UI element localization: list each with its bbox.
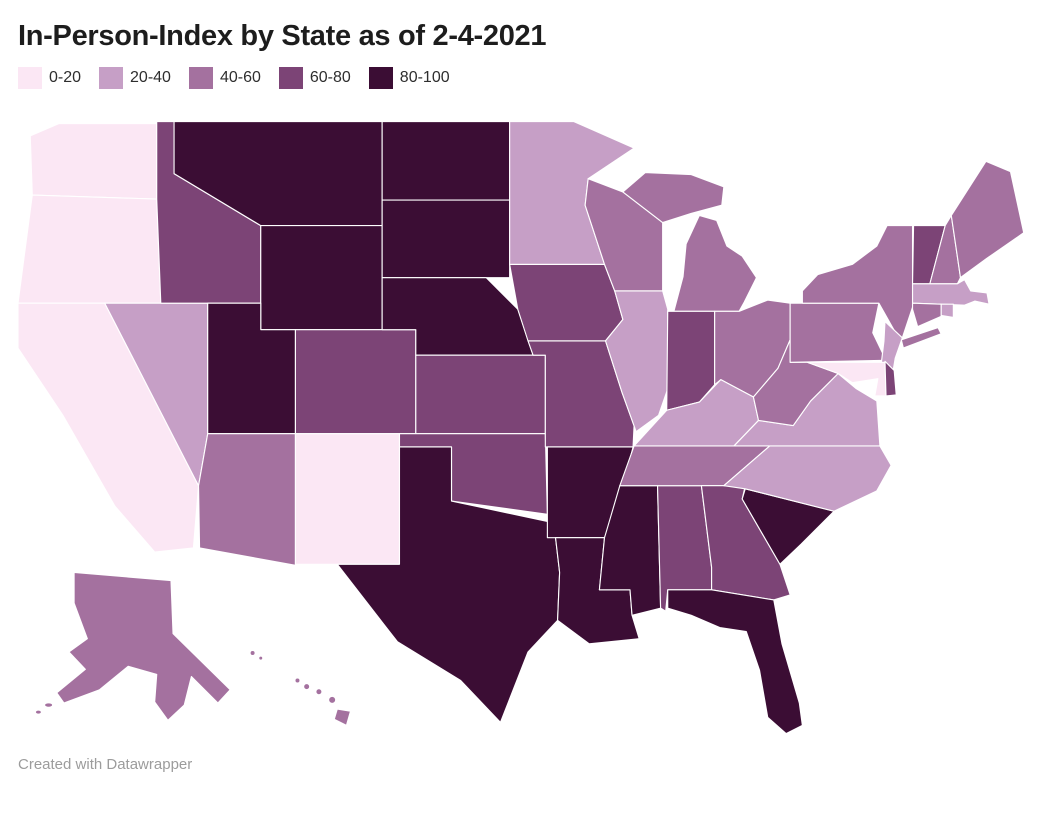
state-michigan[interactable]: [622, 172, 758, 312]
footer-credit-text: Created with: [18, 756, 107, 773]
state-south-dakota[interactable]: [381, 199, 511, 279]
state-north-carolina[interactable]: [723, 445, 892, 512]
legend-label-80-100: 80-100: [399, 69, 450, 86]
map-container: [18, 93, 1038, 754]
footer: Created with Datawrapper: [18, 756, 1038, 773]
legend-swatch-40-60: [188, 67, 213, 89]
legend-item-0-20: 0-20: [18, 67, 81, 89]
legend-swatch-0-20: [18, 67, 42, 89]
state-colorado[interactable]: [294, 329, 417, 435]
us-choropleth-map: [18, 121, 1025, 735]
page-title: In-Person-Index by State as of 2-4-2021: [18, 20, 547, 52]
state-new-hampshire[interactable]: [929, 214, 962, 285]
legend-swatch-60-80: [278, 67, 303, 89]
state-washington[interactable]: [29, 123, 158, 200]
legend-label-60-80: 60-80: [309, 69, 351, 86]
state-rhode-island[interactable]: [940, 303, 954, 318]
state-maine[interactable]: [950, 160, 1025, 279]
datawrapper-link[interactable]: Datawrapper: [106, 756, 193, 773]
legend-item-40-60: 40-60: [188, 67, 261, 89]
legend-label-20-40: 20-40: [130, 69, 171, 86]
state-florida[interactable]: [667, 589, 803, 735]
legend-swatch-80-100: [368, 67, 393, 89]
state-north-dakota[interactable]: [381, 121, 511, 201]
state-oregon[interactable]: [18, 194, 162, 304]
legend-label-40-60: 40-60: [219, 69, 261, 86]
legend: 0-20 20-40 40-60 60-80 80-100: [18, 67, 1038, 89]
state-texas[interactable]: [336, 446, 561, 723]
legend-item-60-80: 60-80: [278, 67, 351, 89]
legend-item-80-100: 80-100: [368, 67, 450, 89]
state-georgia[interactable]: [700, 485, 791, 601]
page: In-Person-Index by State as of 2-4-2021 …: [18, 20, 1038, 773]
legend-swatch-20-40: [99, 67, 124, 89]
state-iowa[interactable]: [509, 263, 624, 342]
state-illinois[interactable]: [604, 290, 669, 433]
legend-item-20-40: 20-40: [99, 67, 171, 89]
state-delaware[interactable]: [884, 360, 897, 397]
state-arizona[interactable]: [197, 433, 297, 566]
state-connecticut[interactable]: [911, 302, 942, 328]
state-hawaii[interactable]: [249, 649, 352, 726]
state-massachusetts[interactable]: [911, 279, 990, 306]
state-new-mexico[interactable]: [294, 433, 401, 565]
state-pennsylvania[interactable]: [789, 302, 887, 363]
state-wyoming[interactable]: [260, 225, 383, 331]
legend-label-0-20: 0-20: [49, 69, 82, 86]
state-alaska[interactable]: [34, 571, 231, 721]
state-kansas[interactable]: [415, 354, 546, 435]
